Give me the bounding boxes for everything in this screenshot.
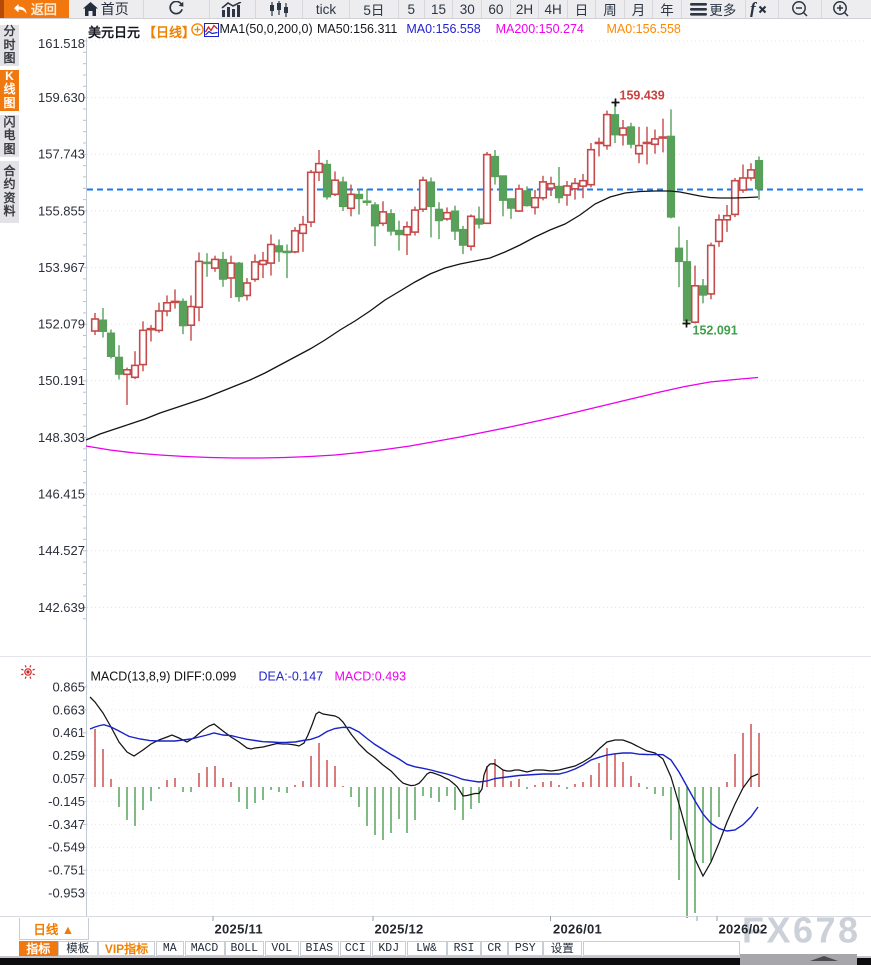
svg-text:157.743: 157.743 <box>38 147 85 162</box>
svg-text:MACD(13,8,9) DIFF:0.099: MACD(13,8,9) DIFF:0.099 <box>91 670 237 684</box>
svg-text:144.527: 144.527 <box>38 543 85 558</box>
svg-text:159.439: 159.439 <box>620 89 665 103</box>
svg-text:f: f <box>750 1 758 17</box>
svg-text:152.079: 152.079 <box>38 317 85 332</box>
svg-text:2025/11: 2025/11 <box>215 922 263 937</box>
svg-text:155.855: 155.855 <box>38 203 85 218</box>
svg-text:0.865: 0.865 <box>52 679 85 694</box>
svg-text:-0.953: -0.953 <box>48 886 85 901</box>
svg-text:MACD:0.493: MACD:0.493 <box>335 670 407 684</box>
svg-text:150.191: 150.191 <box>38 373 85 388</box>
svg-text:0.259: 0.259 <box>52 748 85 763</box>
svg-text:0.057: 0.057 <box>52 771 85 786</box>
svg-text:0.663: 0.663 <box>52 702 85 717</box>
svg-text:-0.549: -0.549 <box>48 840 85 855</box>
svg-text:-0.145: -0.145 <box>48 794 85 809</box>
svg-text:DEA:-0.147: DEA:-0.147 <box>259 670 324 684</box>
svg-text:142.639: 142.639 <box>38 600 85 615</box>
svg-text:-0.347: -0.347 <box>48 817 85 832</box>
svg-text:159.630: 159.630 <box>38 90 85 105</box>
svg-text:148.303: 148.303 <box>38 430 85 445</box>
svg-text:152.091: 152.091 <box>693 324 738 338</box>
svg-text:0.461: 0.461 <box>52 725 85 740</box>
svg-text:146.415: 146.415 <box>38 487 85 502</box>
svg-text:161.518: 161.518 <box>38 36 85 51</box>
svg-text:2026/02: 2026/02 <box>719 922 768 937</box>
svg-text:-0.751: -0.751 <box>48 863 85 878</box>
svg-text:2025/12: 2025/12 <box>375 922 424 937</box>
svg-text:2026/01: 2026/01 <box>553 922 602 937</box>
svg-text:153.967: 153.967 <box>38 260 85 275</box>
svg-text:FX678: FX678 <box>742 910 861 951</box>
